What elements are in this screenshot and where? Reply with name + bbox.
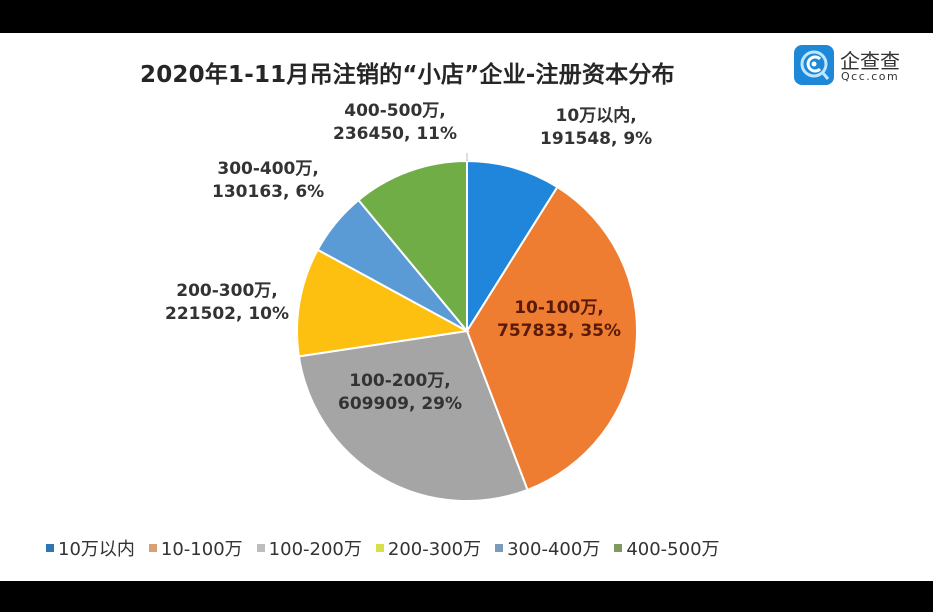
- chart-legend: 10万以内 10-100万 100-200万 200-300万 300-400万…: [46, 535, 720, 561]
- chart-title: 2020年1-11月吊注销的“小店”企业-注册资本分布: [140, 62, 675, 88]
- logo-domain: Qcc.com: [841, 70, 900, 83]
- legend-swatch: [495, 544, 504, 552]
- legend-item: 200-300万: [375, 535, 481, 561]
- legend-swatch: [614, 544, 623, 552]
- qcc-magnifier-icon: [794, 45, 834, 85]
- pie-slice: [357, 159, 468, 334]
- legend-swatch: [148, 544, 157, 552]
- qcc-logo: 企查查 Qcc.com: [794, 45, 924, 89]
- pie-slice: [296, 248, 471, 358]
- legend-item: 10万以内: [46, 535, 135, 561]
- data-label-300-400wan: 300-400万, 130163, 6%: [212, 159, 325, 202]
- legend-item: 400-500万: [614, 535, 720, 561]
- data-label-10-100wan: 10-100万, 757833, 35%: [497, 298, 622, 341]
- data-label-100-200wan: 100-200万, 609909, 29%: [338, 371, 463, 414]
- data-label-10wan: 10万以内, 191548, 9%: [540, 106, 653, 149]
- legend-item: 300-400万: [495, 535, 600, 561]
- legend-swatch: [256, 544, 265, 552]
- pie-slice: [465, 185, 638, 492]
- chart-panel: 2020年1-11月吊注销的“小店”企业-注册资本分布 企查查 Qcc.com …: [0, 33, 933, 581]
- data-label-200-300wan: 200-300万, 221502, 10%: [165, 281, 290, 324]
- legend-swatch: [46, 544, 54, 552]
- legend-swatch: [375, 544, 384, 552]
- logo-name: 企查查: [840, 49, 900, 73]
- legend-item: 10-100万: [148, 535, 243, 561]
- legend-item: 100-200万: [256, 535, 362, 561]
- pie-slice: [466, 159, 559, 335]
- pie-chart: [296, 153, 638, 502]
- pie-slice: [297, 329, 529, 502]
- data-label-400-500wan: 400-500万, 236450, 11%: [333, 101, 458, 144]
